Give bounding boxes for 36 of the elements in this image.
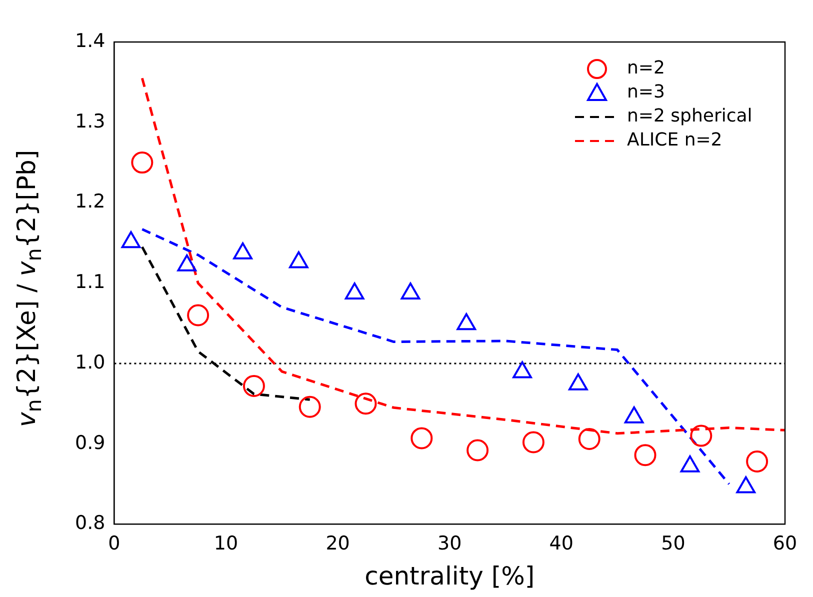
- point: [410, 427, 433, 450]
- point: [289, 251, 308, 268]
- x-tick-label: 30: [438, 532, 462, 555]
- point: [456, 313, 476, 330]
- point: [690, 424, 712, 447]
- legend-label: ALICE n=2: [627, 130, 722, 151]
- point: [121, 231, 141, 248]
- legend-label: n=3: [627, 82, 665, 103]
- y-tick-label: 1.3: [75, 110, 106, 132]
- y-tick-label: 0.9: [75, 432, 106, 454]
- point: [522, 431, 544, 454]
- y-tick-label: 1.0: [75, 351, 106, 374]
- x-tick-label: 0: [108, 532, 120, 555]
- point: [177, 254, 197, 272]
- point: [400, 282, 420, 300]
- y-tick-label: 0.8: [75, 512, 106, 534]
- point: [466, 439, 489, 462]
- point: [242, 374, 265, 397]
- point: [233, 242, 252, 260]
- x-tick-label: 50: [661, 532, 686, 555]
- point: [578, 428, 600, 450]
- x-tick-label: 40: [549, 532, 574, 555]
- point: [344, 282, 364, 300]
- legend-label: n=2 spherical: [627, 106, 752, 127]
- y-tick-label: 1.1: [75, 271, 106, 294]
- y-tick-label: 1.2: [75, 190, 106, 213]
- point: [634, 444, 656, 466]
- point: [354, 392, 377, 415]
- legend-label: n=2: [627, 58, 665, 79]
- x-tick-label: 10: [214, 532, 238, 555]
- x-axis-title: centrality [%]: [364, 562, 535, 590]
- point: [746, 450, 768, 473]
- y-tick-label: 1.4: [75, 30, 106, 52]
- point: [298, 396, 321, 418]
- x-tick-label: 20: [326, 532, 350, 555]
- x-tick-label: 60: [772, 532, 798, 555]
